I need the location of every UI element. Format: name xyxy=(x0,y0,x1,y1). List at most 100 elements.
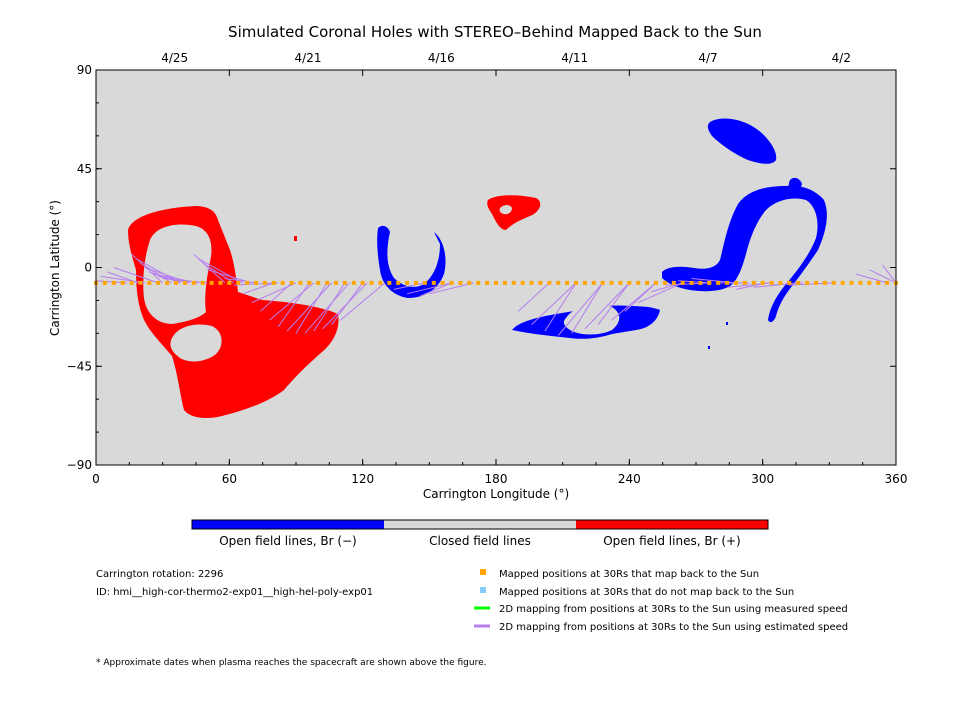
y-tick-label: 90 xyxy=(77,63,92,77)
field-line xyxy=(557,282,604,336)
y-tick-label: −90 xyxy=(67,458,92,472)
mapped-point xyxy=(858,280,863,285)
footnote: * Approximate dates when plasma reaches … xyxy=(96,658,487,668)
colorbar: Open field lines, Br (−) Closed field li… xyxy=(191,519,769,548)
mapped-point xyxy=(885,280,890,285)
mapped-point xyxy=(307,280,312,285)
colorbar-label-negative: Open field lines, Br (−) xyxy=(219,534,357,548)
closed-inclusion-red-small xyxy=(499,205,512,215)
mapped-point xyxy=(742,280,747,285)
closed-inclusion-upper xyxy=(143,224,212,324)
mapped-point xyxy=(271,280,276,285)
date-label: 4/25 xyxy=(161,51,188,65)
positive-coronal-hole-mid xyxy=(487,195,541,230)
mapped-point xyxy=(396,280,401,285)
field-line xyxy=(313,282,346,332)
legend-marker-mapped-back xyxy=(480,569,486,575)
mapped-point xyxy=(280,280,285,285)
mapped-point xyxy=(325,280,330,285)
mapped-point xyxy=(245,280,250,285)
field-line xyxy=(295,282,328,334)
mapped-point xyxy=(734,280,738,285)
mapped-point xyxy=(422,280,427,285)
mapped-point xyxy=(574,280,578,285)
mapped-point xyxy=(458,280,463,285)
y-axis-label: Carrington Latitude (°) xyxy=(48,200,62,336)
mapped-point xyxy=(494,280,498,285)
legend-label-measured: 2D mapping from positions at 30Rs to the… xyxy=(499,604,848,615)
mapped-point xyxy=(600,280,605,285)
mapped-point xyxy=(254,280,258,285)
negative-coronal-hole-polar xyxy=(707,118,777,164)
field-line xyxy=(242,282,274,295)
mapped-point xyxy=(342,280,347,285)
mapped-point xyxy=(520,280,525,285)
mapped-point xyxy=(654,280,658,285)
mapped-point xyxy=(582,280,587,285)
mapped-point xyxy=(405,280,410,285)
negative-coronal-hole-arc-left xyxy=(377,225,446,298)
field-line xyxy=(260,282,292,312)
mapped-point xyxy=(227,280,232,285)
mapped-point xyxy=(102,280,107,285)
field-line xyxy=(855,273,888,284)
field-line xyxy=(304,282,350,334)
field-line xyxy=(869,269,897,284)
mapped-point xyxy=(414,280,418,285)
field-line xyxy=(393,282,426,290)
field-line-mapping xyxy=(95,253,897,336)
mapped-point xyxy=(760,280,765,285)
mapped-point xyxy=(840,280,845,285)
mapped-point xyxy=(369,280,374,285)
date-label: 4/7 xyxy=(698,51,717,65)
x-axis-label: Carrington Longitude (°) xyxy=(423,487,569,501)
field-line xyxy=(331,282,364,325)
mapped-point xyxy=(814,280,818,285)
mapped-point xyxy=(191,280,196,285)
mapped-point xyxy=(378,280,383,285)
mapped-point xyxy=(360,280,365,285)
field-line xyxy=(882,264,897,284)
legend-marker-not-mapped xyxy=(480,587,486,593)
negative-coronal-hole-small-right xyxy=(788,177,802,196)
mapped-point xyxy=(831,280,836,285)
field-line xyxy=(277,282,310,328)
mapped-point xyxy=(769,280,774,285)
mapped-point xyxy=(431,280,436,285)
mapped-point xyxy=(209,280,214,285)
field-line xyxy=(113,267,159,284)
mapped-point xyxy=(138,280,143,285)
mapped-point xyxy=(867,280,872,285)
negative-speck-b xyxy=(726,322,728,325)
mapped-point xyxy=(645,280,650,285)
positive-speck xyxy=(294,236,297,241)
field-line xyxy=(268,282,315,321)
mapped-point xyxy=(698,280,703,285)
field-line xyxy=(340,282,386,321)
legend-label-not-mapped: Mapped positions at 30Rs that do not map… xyxy=(499,587,794,598)
mapped-point xyxy=(849,280,854,285)
colorbar-label-positive: Open field lines, Br (+) xyxy=(603,534,741,548)
mapped-point xyxy=(476,280,481,285)
mapped-point xyxy=(334,280,338,285)
mapped-point xyxy=(787,280,792,285)
mapped-point xyxy=(218,280,223,285)
mapped-point xyxy=(689,280,694,285)
x-tick-label: 240 xyxy=(618,472,641,486)
mapped-point xyxy=(618,280,623,285)
colorbar-segment-closed xyxy=(384,520,576,529)
field-line xyxy=(597,282,630,325)
date-label: 4/2 xyxy=(832,51,851,65)
axes: 0 60 120 180 240 300 360 90 45 0 −45 −90 4/25 4/21 4/1… xyxy=(67,51,908,486)
date-label: 4/11 xyxy=(561,51,588,65)
field-line xyxy=(135,258,181,284)
mapped-point xyxy=(111,280,116,285)
mapped-point xyxy=(680,280,685,285)
model-id-label: ID: hmi__high-cor-thermo2-exp01__high-he… xyxy=(96,587,373,598)
field-line xyxy=(624,282,657,312)
mapped-point xyxy=(129,280,134,285)
mapped-point xyxy=(165,280,170,285)
mapped-point xyxy=(156,280,161,285)
mapped-point xyxy=(627,280,632,285)
